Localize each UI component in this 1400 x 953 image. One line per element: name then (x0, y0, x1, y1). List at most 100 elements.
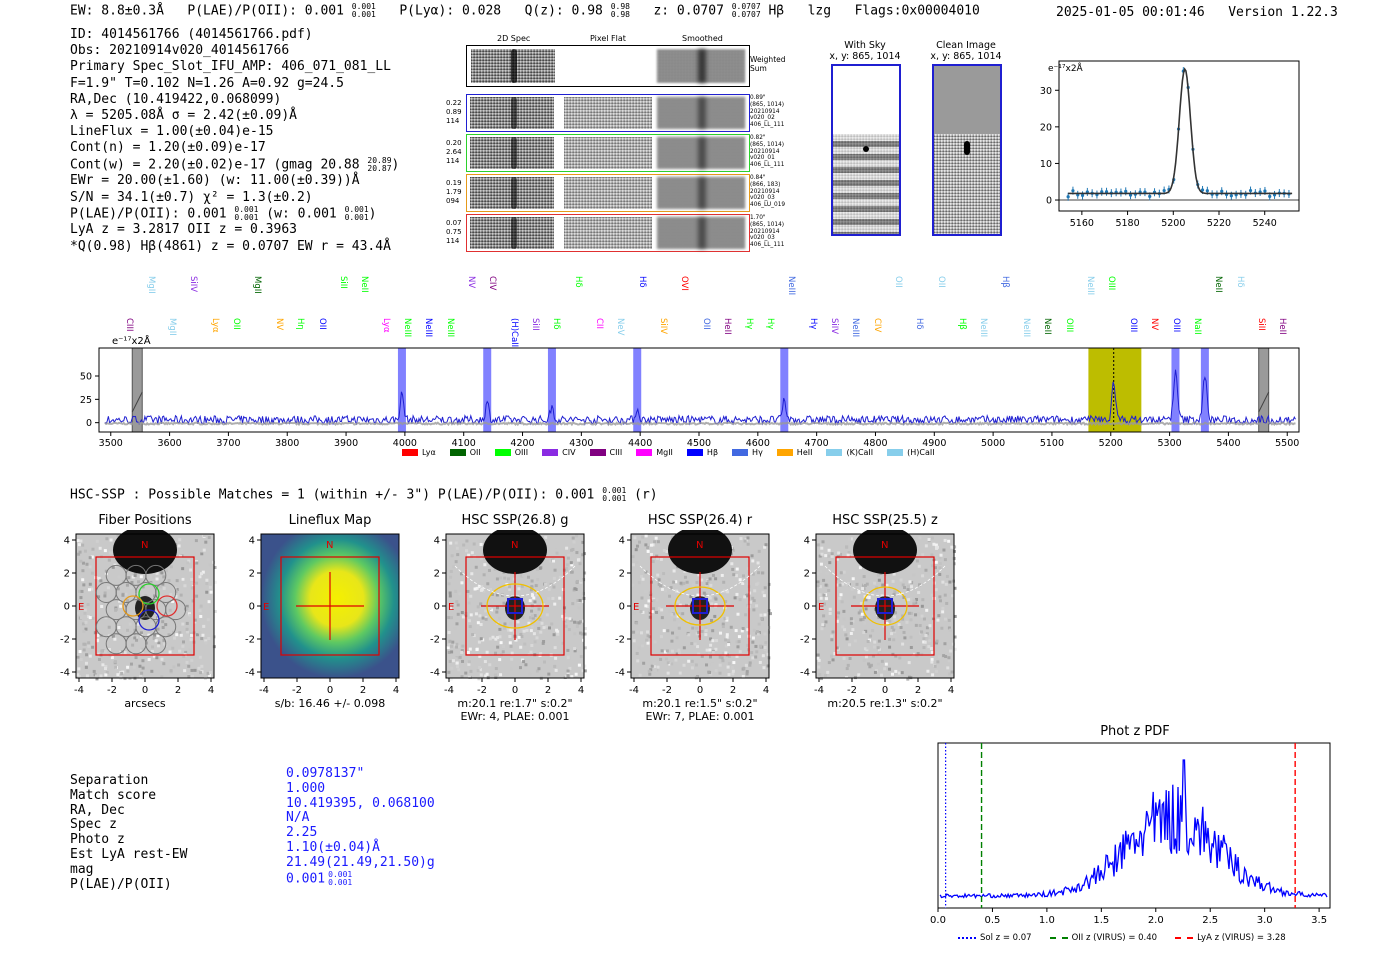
hsc-noise-pixel (87, 644, 91, 648)
hsc-noise-pixel (100, 649, 104, 653)
hsc-noise-pixel (757, 571, 761, 575)
spectral-line-label: NV (1149, 318, 1160, 331)
hsc-noise-pixel (168, 650, 172, 654)
hsc-panel-caption-2: EWr: 7, PLAE: 0.001 (645, 710, 755, 723)
spectral-line-label: SiIV (188, 276, 199, 293)
hsc-noise-pixel (947, 539, 951, 543)
hsc-noise-pixel (645, 630, 649, 634)
hsc-noise-pixel (763, 649, 767, 653)
hsc-noise-pixel (528, 599, 532, 603)
photz-xtick-label: 2.0 (1148, 915, 1164, 926)
spectral-line-label: SiII (530, 318, 540, 331)
hsc-noise-pixel (721, 651, 725, 655)
fiber-circle-highlight (138, 609, 160, 631)
hsc-noise-pixel (118, 599, 122, 603)
spectral-line-label: NeII (359, 276, 370, 293)
spec-legend-swatch (686, 449, 703, 456)
hsc-noise-pixel (185, 660, 189, 664)
spec2d-row-sep2 (653, 217, 656, 249)
hsc-noise-pixel (213, 610, 217, 614)
spec2d-row-right-value: 406_LL_111 (750, 242, 785, 249)
hsc-noise-pixel (498, 658, 502, 662)
hsc-noise-pixel (921, 553, 925, 557)
hsc-noise-pixel (820, 546, 824, 550)
spec-legend-swatch (887, 449, 904, 456)
hsc-noise-pixel (762, 666, 766, 670)
hsc-xtick-label: 4 (578, 685, 584, 696)
photz-legend-item: Sol z = 0.07 (958, 933, 1032, 943)
hsc-noise-pixel (924, 568, 928, 572)
hsc-noise-pixel (494, 637, 498, 641)
fit-ytick-label: 30 (1040, 86, 1052, 97)
hsc-noise-pixel (901, 583, 905, 587)
hsc-noise-pixel (153, 633, 157, 637)
hsc-noise-pixel (748, 661, 752, 665)
hsc-noise-pixel (735, 567, 739, 571)
header-z-sup: 0.0707 (731, 2, 761, 11)
hsc-noise-pixel (574, 672, 578, 676)
hsc-noise-pixel (139, 575, 143, 579)
hsc-noise-pixel (202, 548, 206, 552)
hsc-noise-pixel (107, 558, 111, 562)
hsc-ytick-label: 4 (64, 536, 70, 547)
hsc-noise-pixel (553, 602, 557, 606)
hsc-noise-pixel (843, 628, 847, 632)
hsc-noise-pixel (554, 545, 558, 549)
hsc-noise-pixel (531, 593, 535, 597)
hsc-noise-pixel (140, 671, 144, 675)
hsc-noise-pixel (126, 669, 130, 673)
spec2d-row (466, 174, 750, 212)
hsc-noise-pixel (529, 629, 533, 633)
hsc-noise-pixel (485, 672, 489, 676)
hsc-noise-pixel (899, 592, 903, 596)
hsc-noise-pixel (862, 616, 866, 620)
hsc-noise-pixel (817, 665, 821, 669)
hsc-noise-pixel (725, 618, 729, 622)
hsc-noise-pixel (930, 561, 934, 565)
hsc-noise-pixel (912, 602, 916, 606)
hsc-noise-pixel (482, 552, 486, 556)
fit-xtick-label: 5200 (1161, 218, 1185, 229)
hsc-noise-pixel (714, 597, 718, 601)
hsc-noise-pixel (935, 669, 939, 673)
hsc-noise-pixel (161, 582, 165, 586)
hsc-noise-pixel (655, 598, 659, 602)
sky-coords: x, y: 865, 1014 (829, 51, 901, 62)
hsc-noise-pixel (193, 618, 197, 622)
hsc-noise-pixel (750, 651, 754, 655)
spec-xtick-label: 3700 (216, 438, 240, 449)
photz-xtick-label: 0.0 (930, 915, 946, 926)
fit-point (1080, 193, 1085, 197)
hsc-noise-pixel (648, 635, 652, 639)
hsc-noise-pixel (97, 576, 101, 580)
header-qz-sup: 0.98 (610, 2, 630, 11)
match-label: Est LyA rest-EW (70, 846, 188, 862)
hsc-bright-neighbor (853, 530, 917, 574)
hsc-noise-pixel (495, 577, 499, 581)
hsc-noise-pixel (488, 607, 492, 611)
hsc-noise-pixel (761, 590, 765, 594)
hsc-aperture-ellipse (674, 586, 726, 626)
hsc-noise-pixel (493, 673, 497, 677)
hsc-noise-pixel (188, 648, 192, 652)
hsc-noise-pixel (484, 609, 488, 613)
hsc-noise-pixel (738, 578, 742, 582)
hsc-noise-pixel (660, 649, 664, 653)
hsc-noise-pixel (535, 593, 539, 597)
hsc-noise-pixel (99, 579, 103, 583)
hsc-xtick-label: -4 (629, 685, 639, 696)
hsc-noise-pixel (519, 645, 523, 649)
hsc-noise-pixel (859, 675, 863, 679)
hsc-noise-pixel (554, 668, 558, 672)
hsc-noise-pixel (943, 538, 947, 542)
hsc-noise-pixel (710, 618, 714, 622)
hsc-noise-pixel (835, 577, 839, 581)
hsc-noise-pixel (446, 646, 450, 650)
photz-legend: Sol z = 0.07 OII z (VIRUS) = 0.40 LyA z (V… (958, 933, 1304, 943)
hsc-noise-pixel (890, 625, 894, 629)
hsc-noise-pixel (88, 582, 92, 586)
spec-legend-item: OIII (494, 448, 528, 457)
hsc-noise-pixel (948, 628, 952, 632)
hsc-noise-pixel (714, 577, 718, 581)
hsc-noise-pixel (484, 617, 488, 621)
